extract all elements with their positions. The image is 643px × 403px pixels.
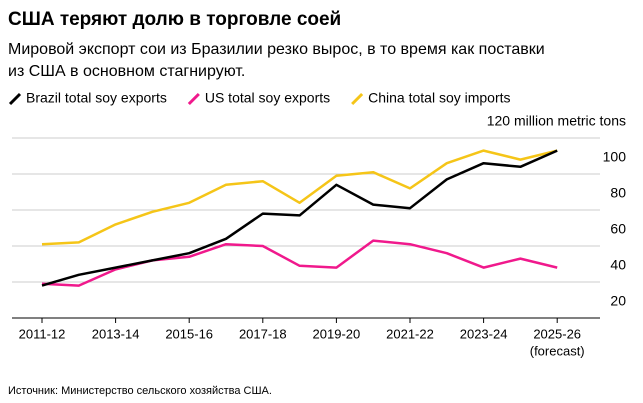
annotation: (forecast) — [530, 343, 585, 358]
chart-title: США теряют долю в торговле соей — [8, 9, 341, 30]
legend-swatch — [187, 92, 200, 106]
series-line — [41, 239, 558, 287]
x-tick-label: 2023-24 — [460, 326, 508, 341]
x-tick-label: 2015-16 — [165, 326, 213, 341]
subtitle: из США в основном стагнируют. — [8, 63, 245, 80]
x-tick-label: 2013-14 — [92, 326, 140, 341]
series-line — [41, 149, 558, 246]
y-tick-label: 80 — [610, 185, 626, 201]
y-tick-label: 20 — [610, 293, 626, 309]
y-tick-label: 100 — [603, 149, 627, 165]
x-tick-label: 2017-18 — [239, 326, 287, 341]
y-tick-label: 60 — [610, 221, 626, 237]
legend-label: Brazil total soy exports — [26, 90, 167, 106]
y-tick-label: 120 million metric tons — [487, 113, 626, 129]
x-tick-label: 2019-20 — [313, 326, 361, 341]
y-tick-label: 40 — [610, 257, 626, 273]
x-tick-label: 2011-12 — [19, 326, 66, 341]
legend-label: China total soy imports — [368, 90, 510, 106]
source: Источник: Министерство сельского хозяйст… — [8, 385, 272, 397]
legend-swatch — [351, 92, 364, 106]
subtitle: Мировой экспорт сои из Бразилии резко вы… — [8, 41, 545, 58]
series-line — [41, 149, 558, 287]
x-tick-label: 2025-26 — [533, 326, 581, 341]
legend-label: US total soy exports — [205, 90, 330, 106]
legend-swatch — [8, 92, 22, 106]
x-tick-label: 2021-22 — [386, 326, 434, 341]
